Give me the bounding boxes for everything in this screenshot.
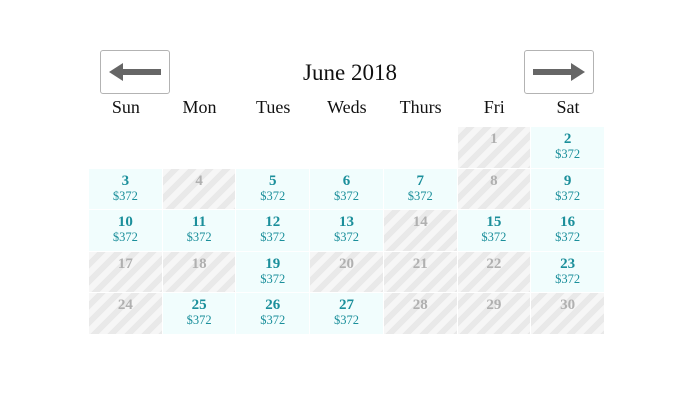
day-number: 24 (117, 297, 133, 314)
calendar-day-available[interactable]: 27 $372 (310, 293, 384, 335)
calendar-day-unavailable: 4 (162, 168, 237, 211)
arrow-left-icon (109, 63, 161, 81)
calendar-day-unavailable: 1 (457, 127, 532, 169)
calendar-day-available[interactable]: 15 $372 (457, 210, 532, 252)
weekday-header: Sun Mon Tues Weds Thurs Fri Sat (89, 97, 605, 118)
calendar-day-available[interactable]: 7 $372 (383, 168, 458, 211)
calendar-day-available[interactable]: 10 $372 (89, 210, 163, 252)
calendar-day-available[interactable]: 25 $372 (162, 293, 237, 335)
calendar-day-available[interactable]: 16 $372 (531, 210, 605, 252)
calendar-blank-cell (236, 127, 311, 169)
day-number: 10 (117, 214, 133, 231)
day-number: 6 (342, 172, 351, 189)
calendar-blank-cell (310, 127, 384, 169)
day-price: $372 (555, 230, 581, 245)
day-price: $372 (555, 147, 581, 161)
calendar-day-available[interactable]: 5 $372 (236, 168, 311, 211)
calendar-day-unavailable: 29 (457, 293, 532, 335)
day-number: 9 (563, 172, 572, 189)
day-price: $372 (260, 230, 286, 245)
day-number: 25 (191, 297, 207, 314)
calendar-day-unavailable: 24 (89, 293, 163, 335)
day-number: 27 (338, 297, 354, 314)
calendar-day-unavailable: 28 (383, 293, 458, 335)
weekday-wed: Weds (327, 97, 367, 117)
day-price: $372 (112, 188, 138, 203)
day-number: 19 (265, 255, 281, 272)
calendar-day-unavailable: 22 (457, 251, 532, 294)
day-number: 28 (412, 297, 428, 314)
day-price: $372 (555, 271, 581, 286)
day-price: $372 (186, 230, 212, 245)
calendar-blank-cell (162, 127, 237, 169)
calendar-blank-cell (89, 127, 163, 169)
calendar-day-unavailable: 17 (89, 251, 163, 294)
day-number: 11 (191, 214, 207, 231)
calendar-day-available[interactable]: 9 $372 (531, 168, 605, 211)
day-price: $372 (112, 230, 138, 245)
calendar-day-available[interactable]: 19 $372 (236, 251, 311, 294)
day-number: 17 (117, 255, 133, 272)
day-price: $372 (333, 188, 359, 203)
day-price: $372 (555, 188, 581, 203)
calendar-day-available[interactable]: 3 $372 (89, 168, 163, 211)
day-number: 15 (486, 214, 502, 231)
calendar-day-unavailable: 20 (310, 251, 384, 294)
calendar-day-available[interactable]: 26 $372 (236, 293, 311, 335)
calendar-grid: 1 2 $372 3 $372 4 5 $372 6 $372 7 $372 8 9 $372 10 $372 1… (89, 127, 605, 335)
calendar-day-unavailable: 21 (383, 251, 458, 294)
day-price: $372 (407, 188, 433, 203)
day-number: 1 (490, 131, 498, 147)
day-number: 21 (412, 255, 428, 272)
day-price: $372 (260, 313, 286, 328)
calendar-day-available[interactable]: 23 $372 (531, 251, 605, 294)
month-title: June 2018 (303, 60, 397, 85)
day-number: 3 (121, 172, 130, 189)
day-number: 2 (563, 131, 572, 147)
day-number: 7 (416, 172, 424, 189)
day-number: 30 (560, 297, 576, 314)
weekday-sat: Sat (556, 97, 580, 117)
next-month-button[interactable] (524, 50, 594, 94)
day-price: $372 (333, 313, 359, 328)
calendar-day-available[interactable]: 2 $372 (531, 127, 605, 169)
calendar-day-available[interactable]: 6 $372 (310, 168, 384, 211)
day-number: 13 (338, 214, 354, 231)
weekday-thu: Thurs (399, 97, 442, 117)
day-number: 23 (560, 255, 576, 272)
calendar-day-unavailable: 18 (162, 251, 237, 294)
day-number: 14 (412, 214, 428, 231)
calendar-blank-cell (383, 127, 458, 169)
calendar-day-unavailable: 30 (531, 293, 605, 335)
weekday-sun: Sun (111, 97, 140, 117)
day-price: $372 (260, 188, 286, 203)
day-price: $372 (333, 230, 359, 245)
weekday-tue: Tues (256, 97, 291, 117)
day-number: 18 (191, 255, 207, 272)
day-number: 26 (265, 297, 281, 314)
calendar-day-unavailable: 8 (457, 168, 532, 211)
day-number: 22 (486, 255, 502, 272)
day-price: $372 (481, 230, 507, 245)
day-number: 20 (338, 255, 354, 272)
prev-month-button[interactable] (100, 50, 170, 94)
day-number: 29 (486, 297, 502, 314)
calendar-day-available[interactable]: 11 $372 (162, 210, 237, 252)
day-price: $372 (186, 313, 212, 328)
calendar-day-available[interactable]: 12 $372 (236, 210, 311, 252)
day-price: $372 (260, 271, 286, 286)
day-number: 16 (560, 214, 576, 231)
calendar-day-unavailable: 14 (383, 210, 458, 252)
weekday-fri: Fri (483, 97, 505, 117)
weekday-mon: Mon (182, 97, 217, 117)
day-number: 12 (265, 214, 281, 231)
day-number: 5 (269, 172, 277, 189)
day-number: 4 (195, 172, 203, 189)
arrow-right-icon (533, 63, 585, 81)
calendar-day-available[interactable]: 13 $372 (310, 210, 384, 252)
day-number: 8 (490, 172, 498, 189)
